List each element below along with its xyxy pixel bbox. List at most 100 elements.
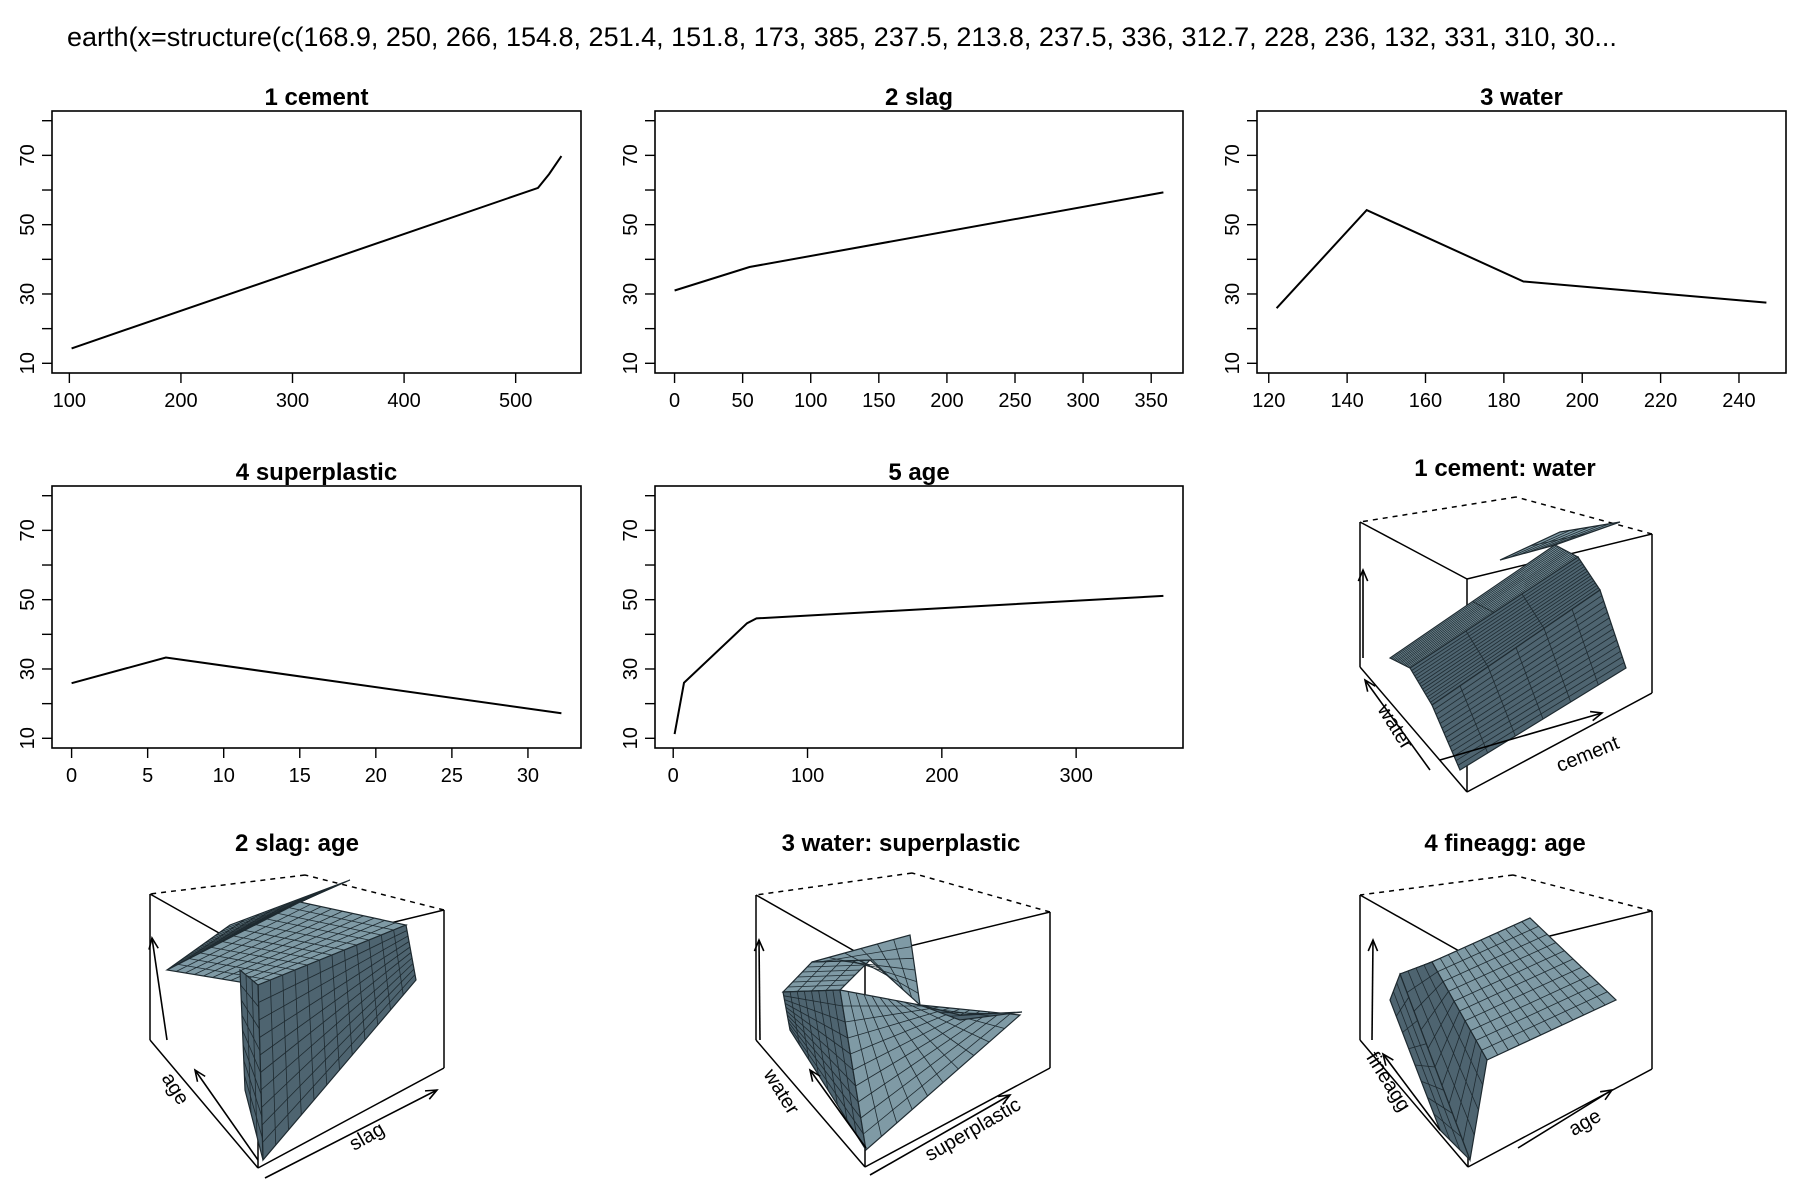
y-tick-label: 10	[620, 352, 642, 374]
mesh-line	[783, 995, 843, 1007]
x-tick-label: 160	[1409, 390, 1442, 412]
x-tick-label: 240	[1722, 390, 1755, 412]
box-hidden-edge	[1515, 496, 1653, 535]
mesh-line	[1423, 577, 1593, 693]
mesh-line	[1442, 934, 1548, 982]
x-tick-label: 5	[142, 765, 153, 787]
axis-arrow-head	[1589, 710, 1604, 722]
mesh-line	[860, 959, 919, 994]
axis-arrow-head	[753, 937, 765, 952]
axis-arrow-head	[1357, 567, 1369, 582]
y-tick-label: 70	[620, 144, 642, 166]
x-tick-label: 100	[53, 390, 86, 412]
mesh-line	[1422, 575, 1591, 690]
axis-label-ylabel: fineagg	[1361, 1048, 1414, 1115]
y-tick-label: 10	[17, 352, 39, 374]
y-tick-label: 70	[17, 519, 39, 541]
panel-title: 5 age	[888, 459, 949, 486]
mesh-line	[240, 999, 260, 1029]
y-tick-label: 30	[17, 283, 39, 305]
mesh-line	[200, 913, 261, 954]
mesh-line	[212, 913, 354, 978]
mesh-line	[1414, 563, 1583, 677]
mesh-line	[786, 1010, 854, 1071]
mesh-line	[185, 906, 322, 974]
y-tick-label: 10	[17, 727, 39, 749]
mesh-line	[1472, 601, 1495, 613]
mesh-line	[850, 1008, 961, 1055]
y-tick-label: 50	[17, 589, 39, 611]
mesh-line	[175, 903, 311, 972]
panel-title: 4 superplastic	[236, 459, 397, 486]
mesh-line	[240, 984, 259, 1008]
mesh-line	[788, 1025, 864, 1135]
y-tick-label: 50	[620, 589, 642, 611]
mesh-line	[1448, 942, 1556, 992]
x-tick-label: 50	[732, 390, 754, 412]
plot-frame	[51, 110, 582, 374]
mesh-line	[1413, 981, 1444, 1012]
box-edge	[149, 1039, 259, 1169]
plot-frame	[654, 110, 1184, 374]
mesh-line	[1402, 1020, 1418, 1033]
axis-arrow-head	[424, 1089, 439, 1100]
mesh-line	[203, 910, 343, 977]
mesh-line	[821, 946, 912, 963]
x-tick-label: 0	[669, 390, 680, 412]
x-tick-label: 0	[66, 765, 77, 787]
x-tick-label: 10	[213, 765, 235, 787]
axis-arrow	[1382, 1053, 1441, 1131]
box-edge	[1467, 1068, 1653, 1168]
box-edge	[755, 1039, 866, 1168]
mesh-line	[1459, 958, 1574, 1012]
mesh-line	[1412, 561, 1582, 674]
mesh-line	[259, 946, 411, 1056]
mesh-line	[248, 922, 396, 984]
mesh-line	[786, 1014, 856, 1087]
mesh-line	[845, 1006, 941, 1023]
panel-title: 2 slag	[885, 84, 953, 111]
axis-arrow	[1439, 712, 1603, 761]
mesh-line	[1465, 630, 1489, 667]
panel-title: 4 fineagg: age	[1424, 830, 1585, 857]
axis-label-ylabel: age	[157, 1069, 193, 1109]
x-tick-label: 200	[925, 765, 958, 787]
x-tick-label: 180	[1487, 390, 1520, 412]
mesh-line	[1420, 991, 1449, 1031]
mesh-line	[939, 1009, 992, 1017]
mesh-line	[1434, 1010, 1460, 1068]
axis-arrow-head	[1363, 678, 1376, 692]
mesh-line	[1441, 1020, 1466, 1086]
x-tick-label: 300	[1066, 390, 1099, 412]
y-tick-label: 10	[620, 727, 642, 749]
mesh-line	[239, 920, 385, 983]
mesh-line	[785, 1006, 851, 1055]
mesh-line	[1448, 1030, 1471, 1105]
x-tick-label: 200	[1566, 390, 1599, 412]
x-tick-label: 200	[164, 390, 197, 412]
x-tick-label: 100	[791, 765, 824, 787]
mesh-line	[183, 919, 246, 962]
mesh-line	[1417, 568, 1587, 682]
box-hidden-edge	[304, 874, 445, 911]
mesh-line	[1475, 983, 1599, 1041]
mesh-line	[1455, 1040, 1477, 1123]
mesh-line	[258, 930, 408, 1003]
series-line	[673, 594, 1164, 735]
x-tick-label: 120	[1252, 390, 1285, 412]
axis-arrow-head	[997, 1093, 1012, 1106]
mesh-line	[1487, 666, 1516, 737]
axis-label-ylabel: water	[758, 1064, 803, 1118]
mesh-line	[243, 1074, 263, 1139]
mesh-line	[261, 968, 415, 1126]
y-tick-label: 50	[17, 214, 39, 236]
axis-arrow	[1364, 679, 1431, 771]
mesh-line	[260, 952, 412, 1073]
mesh-line	[221, 915, 364, 980]
box-edge	[1359, 521, 1468, 580]
surface-panel-4-fineagg-age: 4 fineagg: age age fineagg	[1359, 830, 1653, 1168]
axis-arrow-head	[148, 935, 159, 950]
main-title: earth(x=structure(c(168.9, 250, 266, 154…	[67, 22, 1617, 52]
mesh-line	[850, 960, 917, 983]
